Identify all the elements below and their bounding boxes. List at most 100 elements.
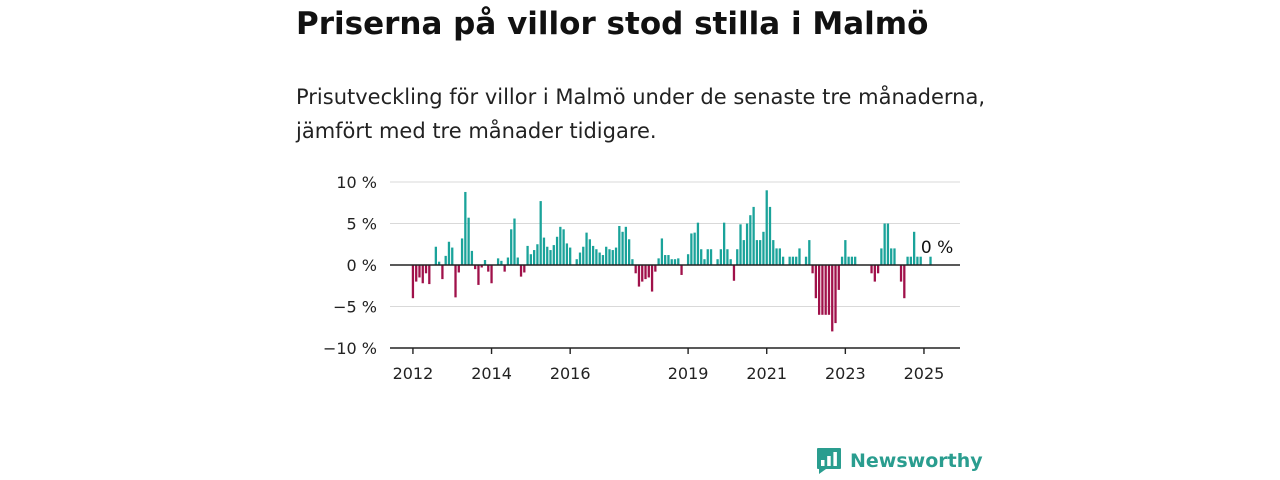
bar (745, 223, 749, 265)
bar (772, 240, 775, 265)
bar (667, 255, 670, 265)
bar (611, 250, 614, 265)
bar (457, 265, 460, 273)
y-tick-label: 5 % (347, 215, 377, 234)
bar (798, 248, 801, 265)
bar (870, 265, 873, 274)
bar (526, 245, 529, 265)
bar (411, 265, 415, 299)
bar (523, 265, 526, 273)
last-value-annotation: 0 % (921, 238, 953, 258)
bar (418, 265, 421, 278)
page-title: Priserna på villor stod stilla i Malmö (296, 6, 929, 42)
bar (844, 240, 847, 265)
bar (483, 260, 487, 265)
x-tick-label: 2025 (904, 364, 945, 383)
bar (795, 256, 798, 265)
bar (739, 224, 742, 265)
bar (467, 217, 470, 265)
bar (542, 237, 546, 265)
bar (631, 259, 634, 265)
bar (686, 254, 690, 265)
bar (641, 265, 644, 282)
bar (749, 215, 752, 265)
bar (775, 248, 778, 265)
bar (886, 223, 890, 265)
tick-labels: 10 % 5 % 0 % −5 % −10 % 2012 2014 2016 2019 2021 2… (323, 173, 953, 383)
bar (657, 258, 660, 265)
bar (582, 246, 585, 265)
page-subtitle: Prisutveckling för villor i Malmö under … (296, 85, 986, 143)
bar (673, 259, 677, 265)
bar (755, 240, 759, 265)
bar (716, 259, 719, 265)
bar (434, 246, 438, 265)
bar (781, 256, 785, 265)
bar (912, 231, 916, 265)
bar (762, 231, 765, 265)
bar (759, 240, 762, 265)
bars (411, 190, 932, 332)
bar (873, 265, 876, 282)
x-tick-label: 2019 (668, 364, 709, 383)
bar (605, 246, 608, 265)
bar (824, 265, 827, 315)
bar (503, 265, 506, 272)
bar (555, 236, 559, 265)
bar (634, 265, 637, 274)
x-tick-label: 2012 (393, 364, 434, 383)
bar (834, 265, 837, 324)
bar (808, 240, 811, 265)
bar (804, 256, 808, 265)
bar (647, 265, 650, 278)
bar (618, 225, 621, 265)
bar (778, 248, 781, 265)
bar (549, 250, 552, 265)
bar (591, 245, 595, 265)
bar (876, 265, 880, 274)
bar (788, 256, 791, 265)
bar (680, 265, 683, 275)
bar (929, 256, 932, 265)
bar (529, 254, 533, 265)
bar (732, 265, 736, 281)
bar (477, 265, 480, 285)
bar (909, 256, 913, 265)
bar (880, 248, 883, 265)
bar (850, 256, 854, 265)
bar (726, 249, 729, 265)
bar (811, 265, 814, 274)
bar (516, 257, 519, 265)
bar (919, 256, 922, 265)
bar (437, 261, 441, 265)
bar (578, 252, 582, 265)
bar (700, 249, 703, 265)
bar (532, 250, 536, 265)
bar (840, 256, 844, 265)
bar (722, 222, 726, 265)
brand-name: Newsworthy (850, 450, 983, 472)
bar (719, 249, 723, 265)
bar (601, 255, 605, 265)
bar (650, 265, 654, 292)
bar (562, 229, 565, 265)
bar (421, 265, 424, 284)
y-tick-label: −5 % (333, 298, 377, 317)
bar (487, 265, 490, 272)
bar (706, 249, 709, 265)
bar (519, 265, 523, 277)
bar (654, 265, 657, 272)
bar (660, 238, 664, 265)
bar (627, 239, 631, 265)
newsworthy-logo-icon (817, 448, 841, 474)
bar (565, 243, 569, 265)
bar (575, 259, 578, 265)
bar (552, 245, 555, 265)
bar (916, 256, 919, 265)
bar (693, 232, 696, 265)
bar (644, 265, 647, 280)
bar (765, 190, 768, 265)
bar (598, 252, 601, 265)
bar (817, 265, 821, 315)
